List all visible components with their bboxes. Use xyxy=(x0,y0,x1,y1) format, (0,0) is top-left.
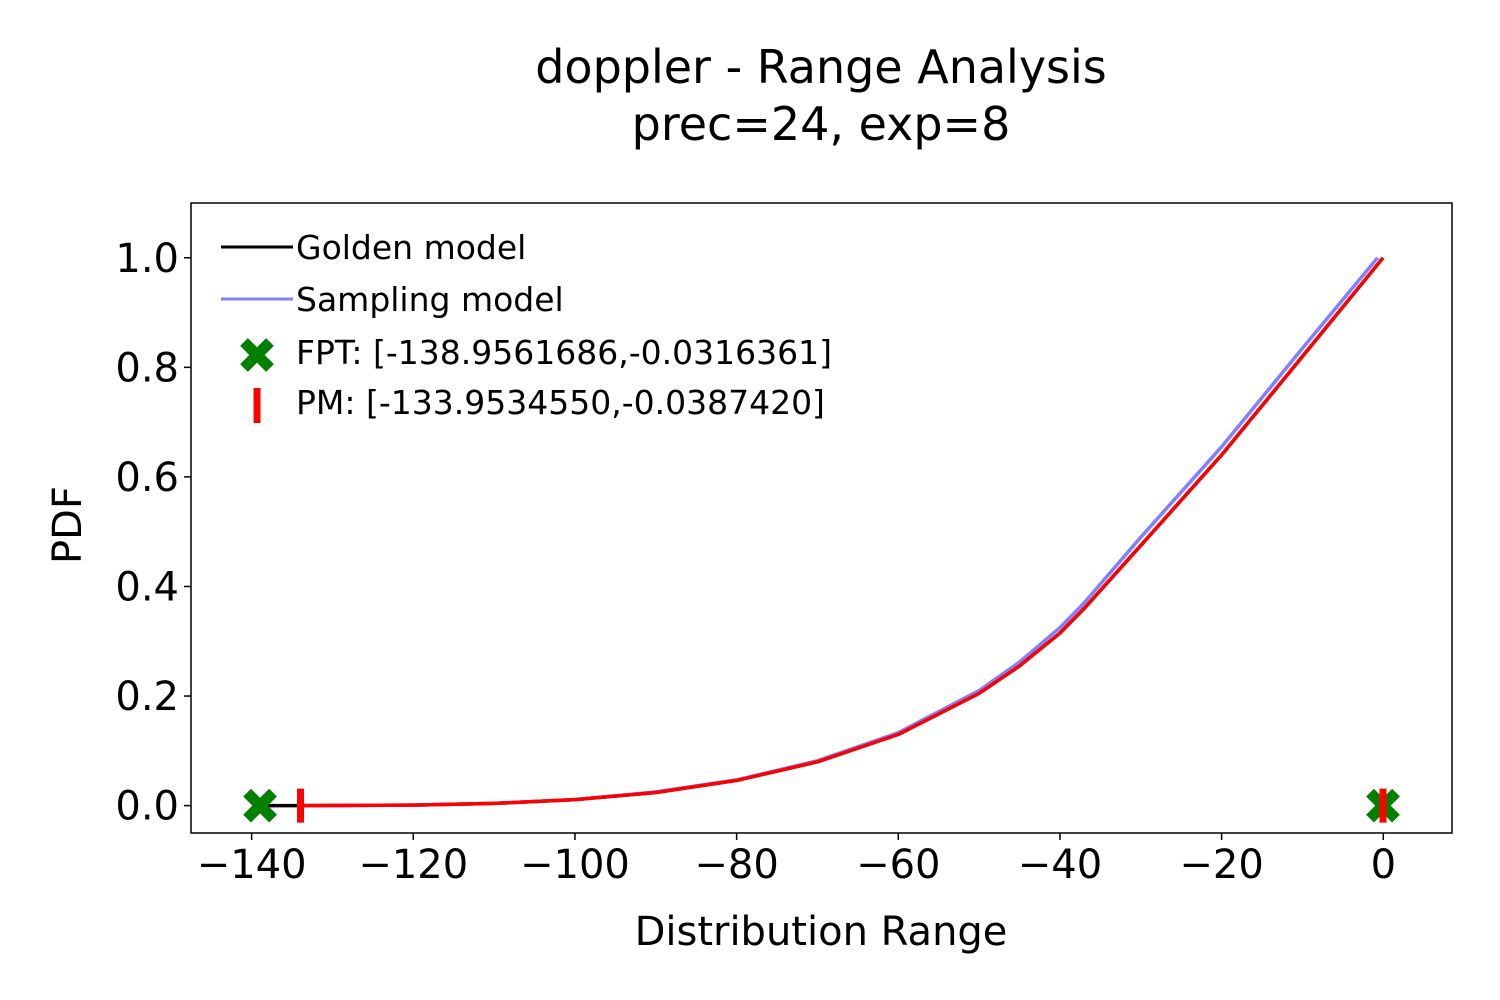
x-tick-label: −80 xyxy=(694,842,778,888)
x-tick-label: −20 xyxy=(1179,842,1263,888)
series-lines xyxy=(260,256,1385,808)
x-tick-label: −40 xyxy=(1018,842,1102,888)
y-tick-label: 0.2 xyxy=(115,674,179,720)
y-tick-label: 0.0 xyxy=(115,784,179,830)
chart-title: doppler - Range Analysis xyxy=(535,40,1107,94)
legend-label-sampling: Sampling model xyxy=(296,280,564,319)
x-tick-label: −60 xyxy=(856,842,940,888)
x-axis-label: Distribution Range xyxy=(635,909,1008,955)
legend-label-pm: PM: [-133.9534550,-0.0387420] xyxy=(296,383,825,422)
legend-label-fpt: FPT: [-138.9561686,-0.0316361] xyxy=(296,333,832,372)
x-tick-label: 0 xyxy=(1371,842,1396,888)
series-line-2 xyxy=(300,256,1385,808)
y-tick-label: 0.6 xyxy=(115,455,179,501)
legend-marker-fpt-icon xyxy=(240,338,274,372)
x-tick-label: −140 xyxy=(197,842,307,888)
legend: Golden model Sampling model FPT: [-138.9… xyxy=(221,228,832,423)
legend-label-golden: Golden model xyxy=(296,228,526,267)
plot-area xyxy=(190,202,1453,834)
y-tick-label: 1.0 xyxy=(115,236,179,282)
x-tick-label: −120 xyxy=(358,842,468,888)
y-tick-label: 0.4 xyxy=(115,564,179,610)
y-tick-label: 0.8 xyxy=(115,345,179,391)
x-tick-label: −100 xyxy=(520,842,630,888)
axis-ticks: −140 −120 −100 −80 −60 −40 −20 0 0.0 0.2 0.4 0.6 0.8… xyxy=(115,236,1396,888)
y-axis-label: PDF xyxy=(45,486,91,564)
chart-subtitle: prec=24, exp=8 xyxy=(632,97,1011,151)
range-markers xyxy=(243,788,1400,823)
fpt-marker xyxy=(243,788,277,823)
